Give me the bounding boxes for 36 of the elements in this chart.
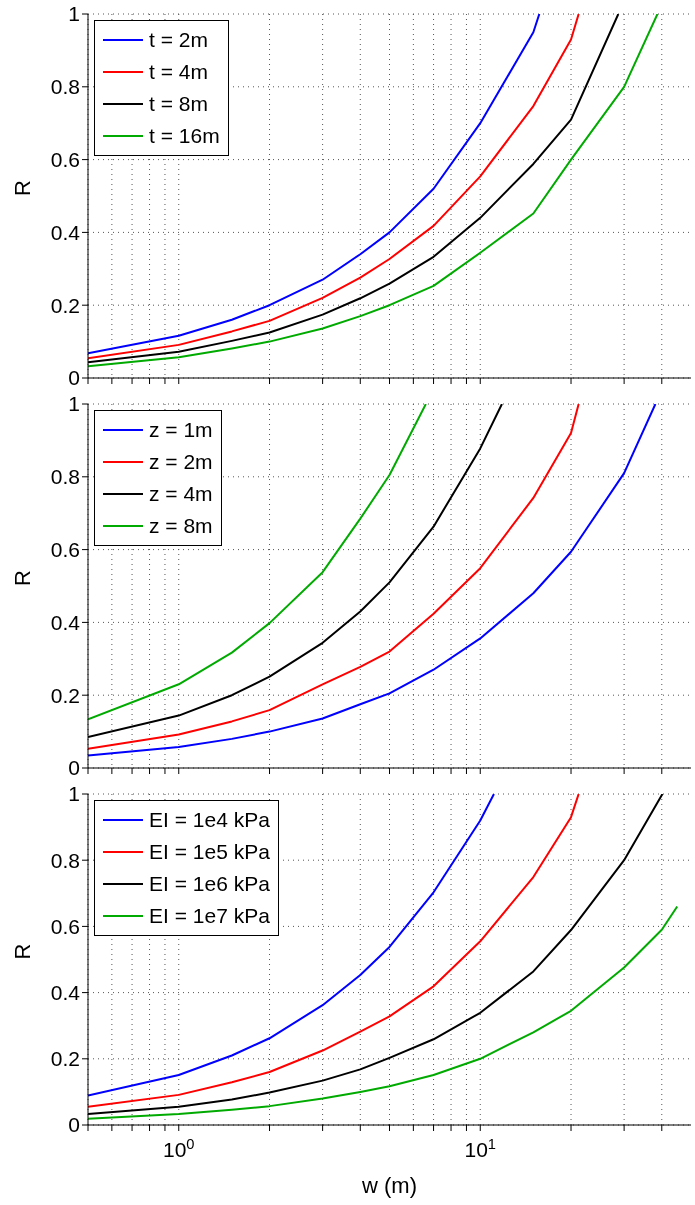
y-tick-label: 0.2 [50, 1047, 80, 1071]
x-tick-label: 10$^{1}$ [464, 1136, 497, 1161]
y-tick-label: 0.6 [50, 914, 80, 938]
legend-label: EI = 1e7 kPa [149, 904, 270, 928]
y-axis-title: R [9, 180, 35, 196]
legend-label: t = 8m [149, 92, 208, 116]
legend-label: t = 4m [149, 60, 208, 84]
legend-label: z = 8m [149, 514, 213, 538]
legend-label: EI = 1e5 kPa [149, 840, 270, 864]
legend-label: EI = 1e6 kPa [149, 872, 270, 896]
y-tick-label: 1 [68, 782, 80, 806]
y-tick-label: 0 [68, 756, 80, 780]
y-tick-label: 0.4 [50, 981, 81, 1005]
legend-label: t = 16m [149, 124, 220, 148]
legend-label: z = 2m [149, 450, 213, 474]
legend-label: EI = 1e4 kPa [149, 808, 270, 832]
legend-label: z = 1m [149, 418, 213, 442]
y-tick-label: 0.8 [50, 848, 80, 872]
y-tick-label: 0.8 [50, 465, 80, 489]
y-tick-label: 0.4 [50, 610, 81, 634]
y-tick-label: 0.4 [50, 220, 81, 244]
y-tick-label: 0.6 [50, 538, 80, 562]
y-tick-label: 1 [68, 2, 80, 26]
y-tick-label: 0.8 [50, 75, 80, 99]
y-tick-label: 0.2 [50, 683, 80, 707]
legend-label: t = 2m [149, 28, 208, 52]
x-axis-title: w (m) [361, 1173, 417, 1198]
x-tick-label: 10$^{0}$ [162, 1136, 195, 1161]
y-tick-label: 0.6 [50, 148, 80, 172]
y-tick-label: 1 [68, 392, 80, 416]
y-axis-title: R [9, 570, 35, 586]
y-tick-label: 0.2 [50, 293, 80, 317]
y-tick-label: 0 [68, 366, 80, 390]
legend-label: z = 4m [149, 482, 213, 506]
y-tick-label: 0 [68, 1113, 80, 1137]
y-axis-title: R [9, 943, 35, 960]
